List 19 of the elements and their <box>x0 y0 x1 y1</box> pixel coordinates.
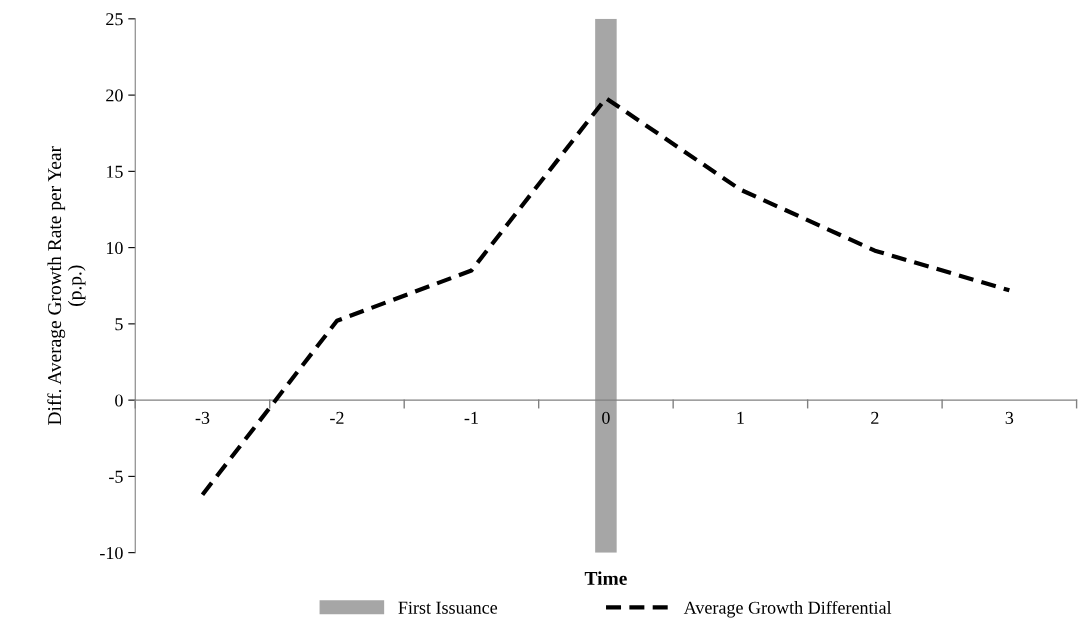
y-tick-label: -10 <box>100 546 123 560</box>
x-tick-label: -1 <box>464 411 478 424</box>
legend-label: Average Growth Differential <box>683 600 892 618</box>
x-tick-label: 1 <box>737 411 744 424</box>
x-tick-label: -2 <box>330 411 344 424</box>
y-tick-label: 0 <box>115 394 123 407</box>
legend-label: First Issuance <box>398 601 498 614</box>
y-tick-label: -5 <box>109 470 123 483</box>
x-tick-label: 2 <box>871 411 879 424</box>
y-tick-label: 20 <box>106 89 123 102</box>
y-tick-label: 25 <box>106 13 123 26</box>
x-tick-label: 0 <box>602 411 610 424</box>
x-tick-label: 3 <box>1005 411 1014 424</box>
y-tick-label: 10 <box>106 241 123 255</box>
y-axis-title: Diff. Average Growth Rate per Year (p.p.) <box>47 146 86 425</box>
x-axis-title: Time <box>584 571 627 585</box>
y-tick-label: 5 <box>115 318 123 331</box>
y-tick-label: 15 <box>106 165 123 178</box>
x-tick-label: -3 <box>195 411 210 424</box>
